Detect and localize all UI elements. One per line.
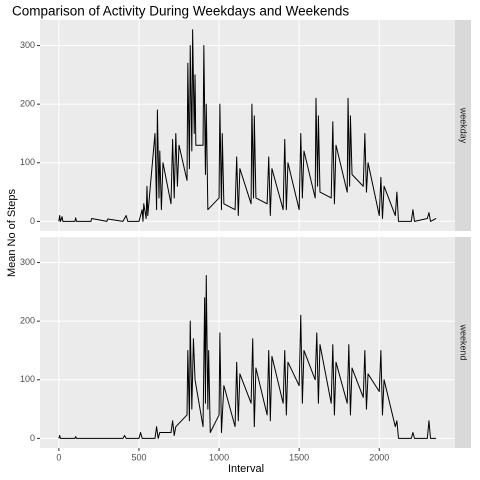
- y-tick-label: 100: [20, 157, 35, 167]
- x-tick-label: 0: [56, 452, 61, 462]
- panel-background: [40, 237, 455, 448]
- x-axis-label: Interval: [228, 463, 264, 475]
- y-tick-label: 0: [30, 433, 35, 443]
- y-tick-label: 300: [20, 40, 35, 50]
- x-tick-label: 500: [131, 452, 146, 462]
- x-tick-label: 1500: [289, 452, 309, 462]
- strip-background: [455, 20, 471, 231]
- strip-background: [455, 237, 471, 448]
- panel-background: [40, 20, 455, 231]
- strip-label: weekday: [459, 107, 469, 144]
- data-line: [58, 274, 437, 439]
- y-tick-label: 200: [20, 316, 35, 326]
- y-tick-label: 0: [30, 216, 35, 226]
- y-tick-label: 200: [20, 99, 35, 109]
- y-tick-label: 100: [20, 374, 35, 384]
- strip-label: weekend: [459, 323, 469, 360]
- data-line: [58, 29, 437, 222]
- x-tick-label: 2000: [369, 452, 389, 462]
- x-tick-label: 1000: [209, 452, 229, 462]
- chart-title: Comparison of Activity During Weekdays a…: [12, 4, 349, 19]
- y-tick-label: 300: [20, 257, 35, 267]
- y-axis-label: Mean No of Steps: [6, 188, 18, 277]
